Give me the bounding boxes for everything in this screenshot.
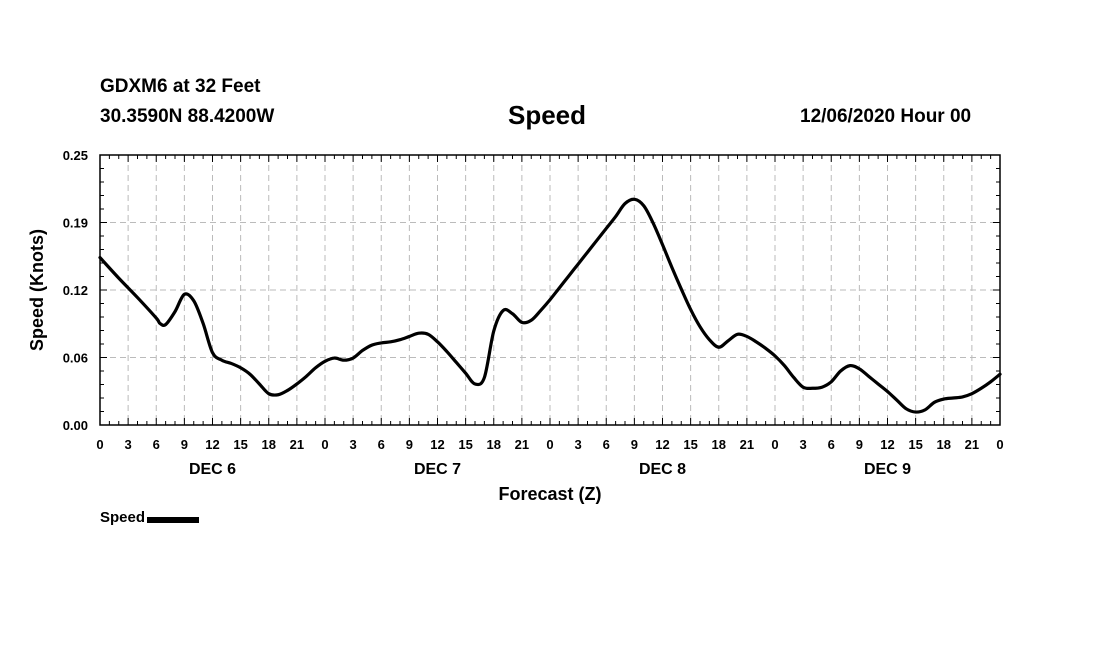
y-tick-label: 0.12 <box>63 283 88 298</box>
grid-layer <box>100 155 1000 425</box>
x-tick-label: 15 <box>908 437 922 452</box>
chart-title: Speed <box>508 100 587 130</box>
day-label: DEC 9 <box>864 461 911 478</box>
x-tick-label: 9 <box>406 437 413 452</box>
x-tick-label: 3 <box>575 437 582 452</box>
legend-swatch <box>147 516 200 523</box>
y-tick-label: 0.00 <box>63 418 88 433</box>
x-tick-label: 0 <box>96 437 103 452</box>
label-layer: 0 3 6 9 12 15 18 21 0 3 6 9 12 15 18 21 0 3 6 9 12 15 18 21 0 3 6 9… <box>63 148 1004 478</box>
forecast-datetime: 12/06/2020 Hour 00 <box>800 106 972 127</box>
x-tick-label: 12 <box>430 437 444 452</box>
x-tick-label: 9 <box>631 437 638 452</box>
x-tick-label: 21 <box>965 437 979 452</box>
x-tick-label: 6 <box>603 437 610 452</box>
x-tick-label: 3 <box>350 437 357 452</box>
x-tick-label: 15 <box>683 437 697 452</box>
y-tick-label: 0.19 <box>63 216 88 231</box>
x-tick-label: 0 <box>996 437 1003 452</box>
x-tick-label: 6 <box>153 437 160 452</box>
x-tick-label: 0 <box>546 437 553 452</box>
y-axis-title: Speed (Knots) <box>27 229 47 351</box>
x-tick-label: 21 <box>740 437 754 452</box>
x-tick-label: 18 <box>712 437 726 452</box>
y-tick-label: 0.25 <box>63 148 88 163</box>
legend: Speed <box>100 509 200 526</box>
legend-label: Speed <box>100 509 146 526</box>
x-tick-label: 3 <box>800 437 807 452</box>
x-axis-title: Forecast (Z) <box>498 484 601 504</box>
station-label: GDXM6 at 32 Feet <box>100 76 261 97</box>
x-tick-label: 9 <box>181 437 188 452</box>
day-label: DEC 7 <box>414 461 461 478</box>
x-tick-label: 18 <box>937 437 951 452</box>
x-tick-label: 6 <box>378 437 385 452</box>
x-tick-label: 12 <box>205 437 219 452</box>
x-tick-label: 18 <box>487 437 501 452</box>
x-tick-label: 15 <box>233 437 247 452</box>
x-tick-label: 3 <box>125 437 132 452</box>
x-tick-label: 15 <box>458 437 472 452</box>
x-tick-label: 9 <box>856 437 863 452</box>
coordinates-label: 30.3590N 88.4200W <box>100 106 275 127</box>
day-label: DEC 6 <box>189 461 236 478</box>
x-tick-label: 0 <box>321 437 328 452</box>
x-tick-label: 0 <box>771 437 778 452</box>
x-tick-label: 12 <box>880 437 894 452</box>
series-layer <box>98 197 1002 414</box>
series-line-speed <box>98 197 1002 414</box>
x-tick-label: 18 <box>262 437 276 452</box>
x-tick-label: 21 <box>515 437 529 452</box>
x-tick-label: 12 <box>655 437 669 452</box>
day-label: DEC 8 <box>639 461 686 478</box>
y-tick-label: 0.06 <box>63 351 88 366</box>
axis-layer <box>99 154 1001 426</box>
x-tick-label: 6 <box>828 437 835 452</box>
x-tick-label: 21 <box>290 437 304 452</box>
